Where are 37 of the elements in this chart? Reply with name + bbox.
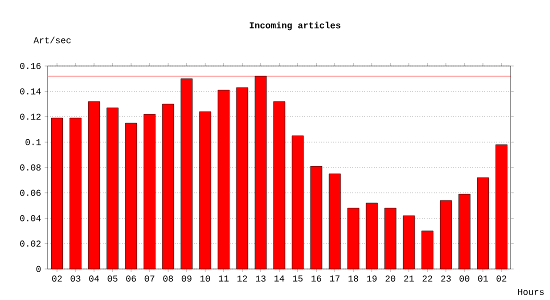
- x-tick-label: 09: [182, 276, 192, 282]
- y-tick-label: 0.02: [20, 240, 41, 247]
- x-tick-label: 01: [478, 276, 488, 282]
- y-tick-label: 0: [36, 266, 41, 272]
- x-tick-label: 03: [70, 276, 80, 282]
- y-tick-label: 0.08: [20, 164, 41, 171]
- y-tick-label: 0.06: [20, 190, 41, 196]
- x-tick-label: 17: [330, 276, 340, 282]
- x-tick-label: 05: [108, 276, 118, 282]
- x-tick-label: 22: [422, 276, 432, 282]
- chart-title: Incoming articles: [250, 22, 340, 30]
- x-tick-label: 02: [496, 276, 506, 282]
- x-tick-label: 15: [293, 276, 303, 282]
- x-tick-label: 16: [312, 276, 322, 282]
- x-tick-label: 18: [348, 276, 358, 282]
- y-tick-label: 0.1: [26, 139, 41, 146]
- x-tick-label: 12: [237, 276, 247, 282]
- y-tick-label: 0.12: [20, 114, 41, 120]
- x-tick-label: 19: [367, 276, 377, 282]
- x-tick-label: 04: [89, 276, 99, 282]
- x-tick-label: 10: [200, 276, 210, 282]
- x-tick-label: 13: [256, 276, 266, 282]
- y-tick-label: 0.04: [20, 215, 41, 222]
- x-tick-label: 20: [386, 276, 396, 282]
- x-tick-label: 06: [126, 276, 136, 282]
- y-tick-label: 0.14: [20, 88, 41, 94]
- x-tick-label: 23: [441, 276, 451, 282]
- x-axis-title: Hours: [518, 288, 544, 295]
- x-tick-label: 21: [404, 276, 414, 282]
- y-axis-title: Art/sec: [34, 36, 71, 44]
- x-tick-label: 07: [144, 276, 154, 282]
- x-tick-label: 11: [218, 276, 229, 282]
- y-tick-label: 0.16: [20, 62, 41, 70]
- x-tick-label: 02: [52, 276, 62, 282]
- x-tick-label: 00: [460, 276, 470, 282]
- x-tick-label: 14: [274, 276, 284, 282]
- x-tick-label: 08: [163, 276, 173, 282]
